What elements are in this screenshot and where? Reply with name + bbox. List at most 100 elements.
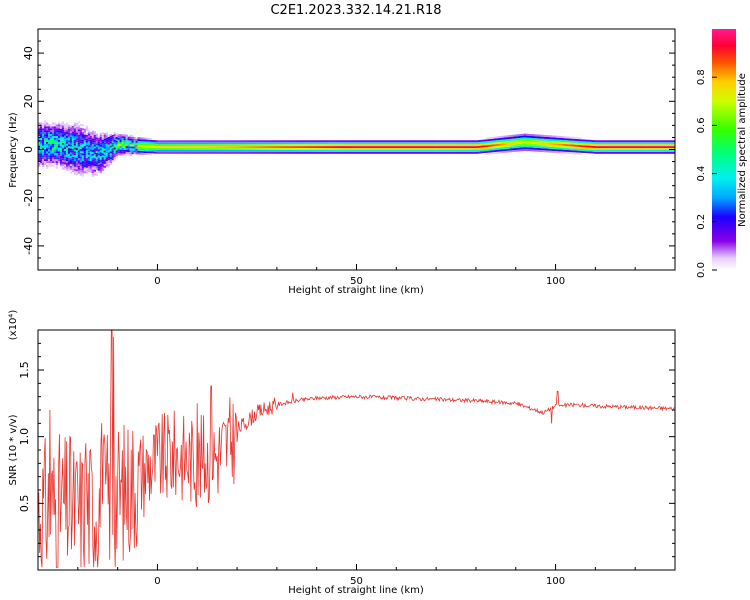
heatmap-cell — [559, 137, 562, 140]
heatmap-cell — [505, 150, 509, 153]
heatmap-cell — [44, 143, 47, 146]
heatmap-cell — [163, 148, 166, 150]
heatmap-cell — [89, 159, 93, 161]
heatmap-cell — [69, 133, 73, 135]
heatmap-cell — [348, 140, 351, 143]
heatmap-cell — [129, 138, 132, 141]
heatmap-cell — [392, 150, 395, 152]
heatmap-cell — [408, 148, 411, 150]
heatmap-cell — [139, 137, 142, 140]
heatmap-cell — [79, 162, 83, 165]
heatmap-cell — [555, 141, 558, 144]
heatmap-cell — [507, 142, 511, 145]
heatmap-cell — [46, 124, 49, 127]
heatmap-cell — [531, 143, 534, 146]
colorbar-tick-label: 0.2 — [696, 214, 707, 230]
heatmap-cell — [40, 145, 43, 148]
heatmap-cell — [631, 144, 634, 147]
heatmap-cell — [71, 166, 75, 169]
snr-y-ticks: 0.51.01.5 — [18, 342, 675, 558]
heatmap-cell — [211, 142, 214, 145]
heatmap-cell — [631, 150, 634, 152]
heatmap-cell — [354, 142, 357, 145]
heatmap-cell — [565, 140, 568, 143]
heatmap-cell — [356, 148, 359, 150]
heatmap-cell — [57, 143, 61, 146]
heatmap-cell — [247, 150, 250, 152]
heatmap-cell — [597, 144, 600, 147]
heatmap-cell — [145, 139, 148, 142]
heatmap-cell — [49, 137, 53, 140]
heatmap-cell — [49, 153, 53, 156]
heatmap-cell — [280, 148, 284, 150]
heatmap-cell — [113, 136, 116, 138]
heatmap-cell — [131, 140, 134, 143]
heatmap-cell — [611, 150, 614, 152]
heatmap-cell — [159, 146, 162, 148]
heatmap-cell — [442, 151, 445, 154]
heatmap-cell — [42, 130, 45, 133]
heatmap-cell — [215, 151, 218, 154]
heatmap-cell — [145, 147, 148, 150]
heatmap-cell — [535, 144, 538, 146]
heatmap-cell — [75, 171, 79, 174]
heatmap-cell — [493, 146, 497, 149]
heatmap-cell — [143, 141, 146, 144]
heatmap-cell — [519, 143, 522, 146]
heatmap-cell — [57, 137, 61, 140]
heatmap-cell — [97, 163, 100, 165]
heatmap-cell — [551, 139, 554, 142]
heatmap-cell — [314, 144, 317, 147]
heatmap-cell — [189, 148, 192, 150]
heatmap-cell — [251, 140, 254, 143]
heatmap-cell — [452, 150, 455, 152]
heatmap-cell — [57, 153, 61, 156]
heatmap-cell — [647, 148, 650, 150]
heatmap-cell — [589, 149, 592, 152]
heatmap-cell — [229, 148, 232, 150]
heatmap-cell — [543, 146, 546, 149]
heatmap-cell — [575, 140, 578, 143]
heatmap-cell — [362, 146, 365, 148]
heatmap-cell — [364, 140, 367, 143]
heatmap-cell — [237, 142, 240, 145]
heatmap-cell — [46, 139, 49, 142]
heatmap-cell — [213, 146, 216, 148]
heatmap-cell — [388, 150, 391, 152]
heatmap-cell — [233, 140, 236, 143]
heatmap-cell — [38, 122, 41, 125]
heatmap-cell — [127, 144, 130, 147]
heatmap-cell — [523, 143, 526, 146]
heatmap-cell — [61, 138, 65, 141]
heatmap-cell — [479, 147, 483, 150]
heatmap-cell — [653, 148, 656, 150]
heatmap-cell — [105, 153, 108, 156]
heatmap-cell — [551, 145, 554, 147]
heatmap-cell — [286, 148, 290, 150]
heatmap-cell — [280, 150, 284, 152]
heatmap-cell — [651, 151, 654, 154]
heatmap-cell — [57, 141, 61, 144]
heatmap-cell — [44, 124, 47, 127]
heatmap-cell — [667, 142, 670, 145]
heatmap-cell — [541, 142, 544, 145]
heatmap-cell — [515, 142, 519, 144]
heatmap-cell — [145, 143, 148, 146]
heatmap-cell — [428, 150, 431, 152]
heatmap-cell — [533, 134, 536, 137]
heatmap-cell — [46, 155, 49, 158]
heatmap-cell — [430, 151, 433, 154]
heatmap-cell — [462, 148, 465, 150]
heatmap-cell — [418, 148, 421, 150]
heatmap-cell — [207, 140, 210, 143]
heatmap-cell — [280, 146, 284, 148]
heatmap-cell — [44, 163, 47, 165]
heatmap-cell — [394, 151, 397, 154]
heatmap-cell — [219, 148, 222, 150]
heatmap-cell — [81, 139, 85, 142]
heatmap-cell — [605, 151, 608, 154]
heatmap-cell — [350, 140, 353, 143]
heatmap-cell — [456, 148, 459, 150]
heatmap-cell — [372, 140, 375, 143]
heatmap-cell — [145, 141, 148, 144]
